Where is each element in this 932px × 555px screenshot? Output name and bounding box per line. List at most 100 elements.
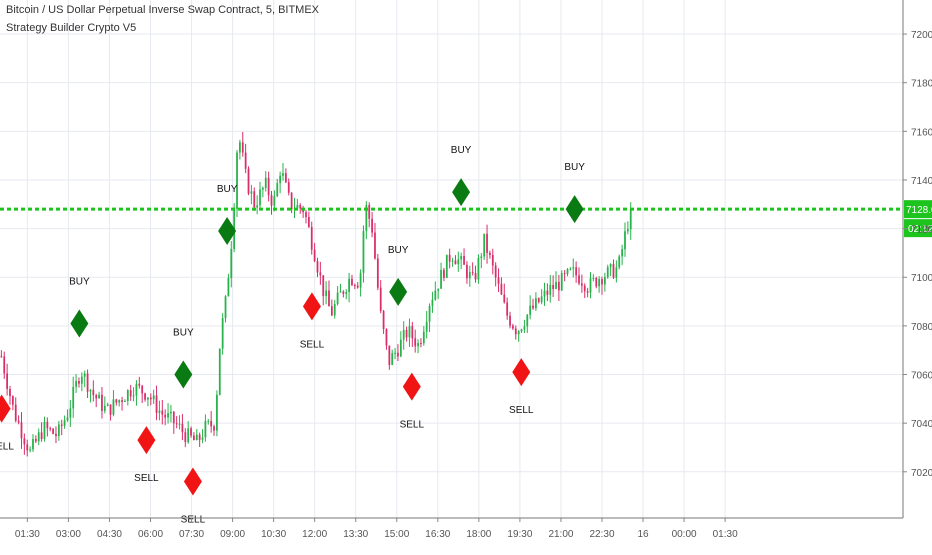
candle-body (26, 444, 29, 451)
candle-body (333, 303, 336, 316)
candle-body (526, 314, 529, 327)
candle-body (267, 177, 270, 196)
candle-body (532, 305, 534, 309)
candle-body (290, 192, 293, 210)
candle-body (147, 397, 149, 400)
candle-body (414, 338, 417, 347)
candle-body (431, 299, 434, 307)
sell-signal-label: SELL (181, 515, 206, 526)
candle-body (244, 152, 247, 169)
candle-body (609, 264, 612, 268)
candle-body (379, 287, 382, 312)
candle-body (428, 306, 431, 322)
candle-body (89, 389, 92, 392)
candle-body (170, 411, 172, 414)
candle-body (512, 325, 514, 329)
candle-body (606, 267, 609, 278)
x-tick-label: 13:30 (343, 529, 368, 540)
candle-body (305, 212, 307, 217)
candle-body (216, 394, 218, 431)
buy-signal-label: BUY (388, 245, 409, 256)
candle-body (629, 209, 632, 230)
sell-signal-marker (183, 467, 202, 496)
candle-body (612, 264, 615, 278)
candle-body (480, 256, 483, 259)
buy-signal-label: BUY (564, 162, 585, 173)
candle-body (112, 399, 115, 415)
buy-signal-marker (218, 217, 237, 246)
candle-body (555, 281, 557, 290)
candle-body (287, 182, 290, 193)
buy-signal-label: BUY (451, 145, 472, 156)
candle-body (417, 343, 419, 347)
candle-body (371, 218, 373, 233)
sell-signal-marker (0, 394, 11, 423)
candle-body (86, 373, 89, 392)
buy-signal-label: BUY (173, 328, 194, 339)
candle-body (92, 389, 95, 396)
candle-body (603, 277, 606, 285)
candle-body (273, 196, 276, 206)
candle-body (109, 404, 112, 415)
x-tick-label: 07:30 (179, 529, 204, 540)
candle-body (261, 187, 264, 190)
y-tick-label: 7200.0 (911, 30, 932, 41)
candle-body (3, 356, 6, 374)
y-tick-label: 7100.0 (911, 273, 932, 284)
candle-body (221, 318, 224, 349)
candle-body (126, 390, 129, 401)
candle-body (477, 258, 480, 280)
candle-body (575, 267, 578, 276)
candle-body (310, 226, 313, 250)
candle-body (172, 411, 175, 424)
candle-body (29, 449, 31, 451)
candle-body (560, 273, 563, 291)
candle-body (362, 231, 365, 273)
candle-body (284, 173, 287, 183)
candle-body (241, 142, 244, 153)
x-tick-label: 16:30 (425, 529, 450, 540)
candle-body (529, 305, 532, 315)
candle-body (195, 434, 198, 441)
candle-body (161, 410, 164, 415)
candle-body (328, 290, 330, 307)
candle-body (563, 273, 566, 275)
candle-body (388, 345, 391, 365)
candle-body (63, 420, 66, 426)
candle-body (351, 278, 353, 286)
candle-body (121, 400, 123, 402)
y-tick-label: 7080.0 (911, 322, 932, 333)
candle-body (296, 204, 299, 209)
candle-body (394, 352, 396, 354)
y-tick-label: 7140.0 (911, 176, 932, 187)
candle-body (376, 258, 379, 288)
candle-body (339, 291, 342, 293)
candle-body (9, 388, 11, 397)
x-tick-label: 10:30 (261, 529, 286, 540)
candle-body (198, 434, 201, 440)
y-tick-label: 7180.0 (911, 79, 932, 90)
candle-body (250, 191, 253, 194)
candle-body (55, 433, 57, 437)
candle-body (514, 328, 517, 335)
candle-body (187, 428, 190, 443)
candle-body (270, 195, 273, 206)
candle-body (6, 373, 9, 389)
candle-body (190, 428, 192, 436)
chart-title: Bitcoin / US Dollar Perpetual Inverse Sw… (6, 4, 320, 16)
candle-body (213, 426, 215, 431)
candle-body (537, 298, 540, 303)
candle-body (399, 339, 402, 357)
candle-body (397, 352, 399, 357)
candle-body (282, 173, 284, 176)
x-tick-label: 21:00 (548, 529, 573, 540)
candle-body (313, 249, 316, 262)
x-tick-label: 16 (637, 529, 649, 540)
candle-body (98, 394, 100, 399)
candle-body (184, 432, 187, 443)
x-tick-label: 04:30 (97, 529, 122, 540)
candle-body (374, 232, 376, 259)
candle-body (129, 390, 132, 397)
